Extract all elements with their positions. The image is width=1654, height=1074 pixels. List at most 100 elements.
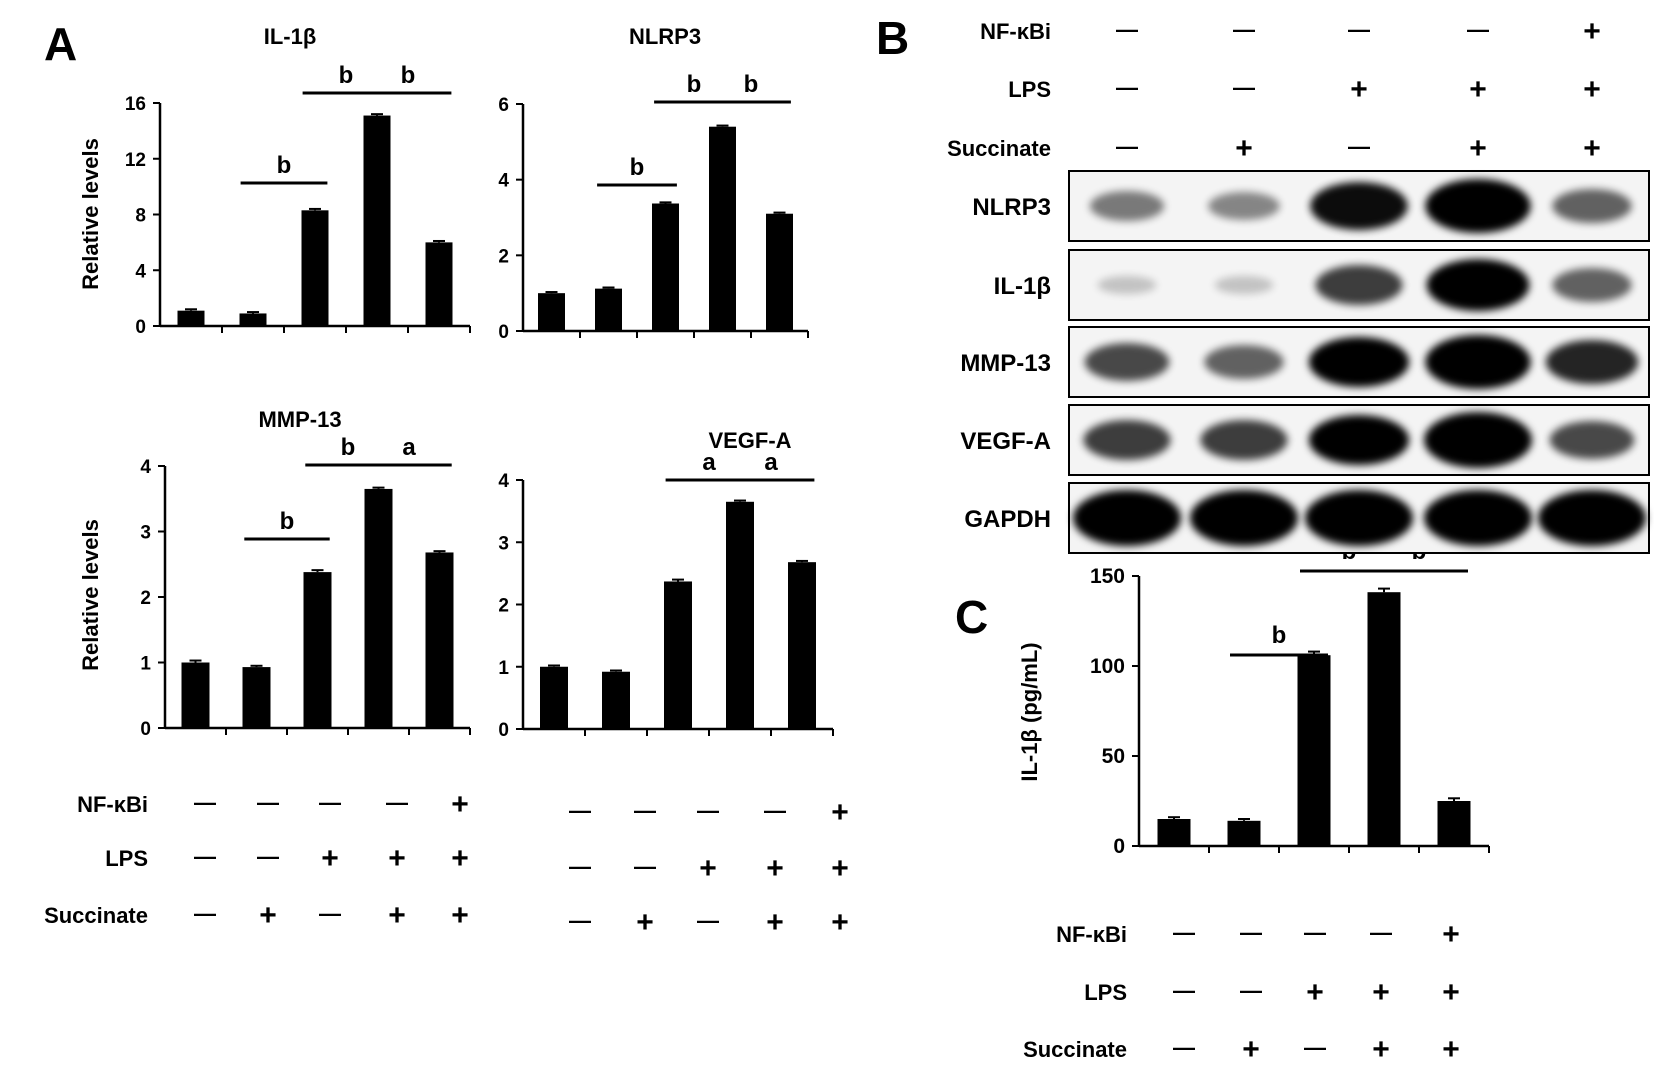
- minus-sign: —: [634, 854, 656, 879]
- significance-label: b: [277, 152, 292, 179]
- bar: [1297, 655, 1331, 846]
- treatment-table-a-right: — — — — + — — + + + — + — + +: [569, 796, 849, 939]
- y-tick-label: 12: [125, 150, 146, 171]
- blot-band: [1552, 189, 1632, 223]
- treatment-table-c: NF-κBi — — — — + LPS — — + + + Succinate — + — + +: [1023, 918, 1460, 1066]
- y-tick-label: 16: [125, 94, 146, 115]
- bar: [766, 213, 793, 331]
- treatment-row-label: NF-κBi: [77, 792, 148, 817]
- significance-label: b: [401, 62, 416, 89]
- plus-sign: +: [766, 852, 784, 885]
- bar: [1227, 820, 1261, 846]
- y-tick-label: 3: [140, 523, 151, 544]
- bar: [181, 662, 210, 728]
- y-axis-label: IL-1β (pg/mL): [1017, 642, 1042, 781]
- minus-sign: —: [1304, 920, 1326, 945]
- y-tick-label: 4: [498, 471, 509, 492]
- minus-sign: —: [1467, 17, 1489, 42]
- blot-band: [1190, 490, 1298, 546]
- plus-sign: +: [321, 842, 339, 875]
- plus-sign: +: [1372, 1033, 1390, 1066]
- blot-band: [1552, 268, 1632, 302]
- chart-mmp13-relative: MMP-13 Relative levels 0 1 2 3 4 b b a: [78, 407, 471, 740]
- blot-band: [1073, 490, 1181, 546]
- y-tick-label: 4: [140, 457, 151, 478]
- treatment-row-label: Succinate: [947, 136, 1051, 161]
- plus-sign: +: [1583, 15, 1601, 48]
- minus-sign: —: [764, 798, 786, 823]
- treatment-row-label: LPS: [1008, 77, 1051, 102]
- panel-label-b: B: [876, 12, 909, 64]
- minus-sign: —: [1116, 17, 1138, 42]
- western-blot: NLRP3 IL-1β MMP-13 VEGF-A GAPDH: [960, 170, 1650, 554]
- bar: [595, 288, 622, 331]
- plus-sign: +: [1372, 976, 1390, 1009]
- bar: [1367, 592, 1401, 846]
- y-tick-label: 3: [498, 533, 509, 554]
- panel-label-c: C: [955, 591, 988, 643]
- bar: [726, 501, 754, 729]
- blot-band: [1425, 335, 1531, 389]
- minus-sign: —: [1240, 978, 1262, 1003]
- blot-row-label: NLRP3: [972, 194, 1051, 221]
- plus-sign: +: [1442, 976, 1460, 1009]
- y-tick-label: 2: [498, 596, 509, 617]
- minus-sign: —: [319, 901, 341, 926]
- significance-label: b: [1272, 622, 1287, 649]
- minus-sign: —: [634, 798, 656, 823]
- bar: [177, 310, 205, 326]
- blot-row-label: VEGF-A: [960, 428, 1051, 455]
- minus-sign: —: [1304, 1035, 1326, 1060]
- plus-sign: +: [831, 852, 849, 885]
- significance-label: a: [764, 449, 778, 476]
- plus-sign: +: [636, 906, 654, 939]
- blot-band: [1308, 415, 1410, 465]
- significance-label: a: [702, 449, 716, 476]
- blot-row-label: GAPDH: [964, 506, 1051, 533]
- chart-title: VEGF-A: [708, 428, 791, 453]
- y-tick-label: 0: [1113, 835, 1125, 858]
- bar: [652, 203, 679, 331]
- minus-sign: —: [1233, 75, 1255, 100]
- plus-sign: +: [1242, 1033, 1260, 1066]
- blot-band: [1315, 265, 1403, 305]
- treatment-row-label: Succinate: [1023, 1037, 1127, 1062]
- y-tick-label: 2: [498, 246, 509, 267]
- y-tick-label: 150: [1090, 565, 1125, 588]
- minus-sign: —: [569, 908, 591, 933]
- plus-sign: +: [451, 899, 469, 932]
- minus-sign: —: [697, 798, 719, 823]
- y-axis-label: Relative levels: [78, 519, 103, 671]
- plus-sign: +: [1469, 73, 1487, 106]
- significance-label: b: [744, 71, 759, 98]
- blot-band: [1549, 421, 1635, 459]
- blot-band: [1310, 182, 1408, 230]
- blot-band: [1424, 490, 1532, 546]
- minus-sign: —: [1348, 134, 1370, 159]
- blot-row-label: IL-1β: [994, 273, 1051, 300]
- minus-sign: —: [194, 844, 216, 869]
- minus-sign: —: [569, 854, 591, 879]
- y-tick-label: 0: [140, 719, 151, 740]
- bar: [540, 666, 568, 729]
- significance-label: b: [280, 508, 295, 535]
- plus-sign: +: [831, 906, 849, 939]
- chart-title: IL-1β: [264, 24, 317, 49]
- y-tick-label: 1: [498, 658, 509, 679]
- minus-sign: —: [1116, 75, 1138, 100]
- minus-sign: —: [194, 901, 216, 926]
- bar: [1157, 819, 1191, 846]
- y-tick-label: 2: [140, 588, 151, 609]
- bar: [303, 572, 332, 728]
- minus-sign: —: [1173, 978, 1195, 1003]
- plus-sign: +: [831, 796, 849, 829]
- chart-vegfa-relative: VEGF-A 0 1 2 3 4 a a: [498, 428, 834, 741]
- plus-sign: +: [1442, 918, 1460, 951]
- y-tick-label: 0: [498, 322, 509, 343]
- significance-label: b: [339, 62, 354, 89]
- bar: [538, 293, 565, 331]
- panel-label-a: A: [44, 18, 77, 70]
- minus-sign: —: [1348, 17, 1370, 42]
- bar: [301, 210, 329, 326]
